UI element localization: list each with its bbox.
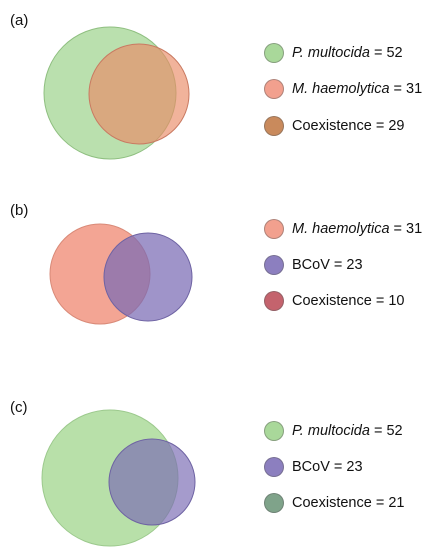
venn-b: [49, 223, 193, 325]
legend-label: M. haemolytica = 31: [292, 221, 422, 237]
legend-item: Coexistence = 21: [264, 492, 404, 514]
circle-bcov-b: [103, 232, 193, 322]
legend-name: BCoV: [292, 257, 330, 273]
legend-item: P. multocida = 52: [264, 420, 403, 442]
legend-label: P. multocida = 52: [292, 423, 403, 439]
legend-item: M. haemolytica = 31: [264, 218, 422, 240]
legend-value: = 10: [375, 293, 405, 309]
legend-swatch: [264, 79, 284, 99]
legend-label: Coexistence = 29: [292, 118, 404, 134]
legend-name: M. haemolytica: [292, 81, 390, 97]
legend-value: = 52: [373, 45, 403, 61]
legend-value: = 31: [393, 81, 422, 97]
venn-c: [41, 409, 196, 547]
legend-name: M. haemolytica: [292, 221, 390, 237]
legend-value: = 29: [375, 118, 405, 134]
legend-swatch: [264, 493, 284, 513]
legend-value: = 23: [333, 459, 363, 475]
legend-value: = 23: [333, 257, 363, 273]
legend-name: Coexistence: [292, 118, 376, 134]
legend-label: P. multocida = 52: [292, 45, 403, 61]
legend-swatch: [264, 255, 284, 275]
legend-label: Coexistence = 21: [292, 495, 404, 511]
legend-item: BCoV = 23: [264, 254, 363, 276]
legend-label: Coexistence = 10: [292, 293, 404, 309]
legend-value: = 21: [375, 495, 405, 511]
legend-swatch: [264, 219, 284, 239]
legend-label: BCoV = 23: [292, 459, 363, 475]
legend-swatch: [264, 116, 284, 136]
circle-m-haemolytica-a: [88, 43, 190, 145]
legend-item: M. haemolytica = 31: [264, 78, 422, 100]
legend-name: Coexistence: [292, 293, 376, 309]
circle-bcov-c: [108, 438, 196, 526]
legend-item: BCoV = 23: [264, 456, 363, 478]
legend-item: P. multocida = 52: [264, 42, 403, 64]
legend-swatch: [264, 43, 284, 63]
legend-swatch: [264, 457, 284, 477]
legend-label: BCoV = 23: [292, 257, 363, 273]
legend-name: P. multocida: [292, 423, 370, 439]
legend-item: Coexistence = 29: [264, 115, 404, 137]
legend-item: Coexistence = 10: [264, 290, 404, 312]
venn-a: [43, 26, 190, 160]
legend-value: = 52: [373, 423, 403, 439]
legend-label: M. haemolytica = 31: [292, 81, 422, 97]
legend-swatch: [264, 291, 284, 311]
panel-b-label: (b): [10, 202, 29, 219]
legend-name: Coexistence: [292, 495, 376, 511]
legend-value: = 31: [393, 221, 422, 237]
panel-c-label: (c): [10, 399, 28, 416]
panel-a-label: (a): [10, 12, 29, 29]
legend-swatch: [264, 421, 284, 441]
legend-name: P. multocida: [292, 45, 370, 61]
legend-name: BCoV: [292, 459, 330, 475]
